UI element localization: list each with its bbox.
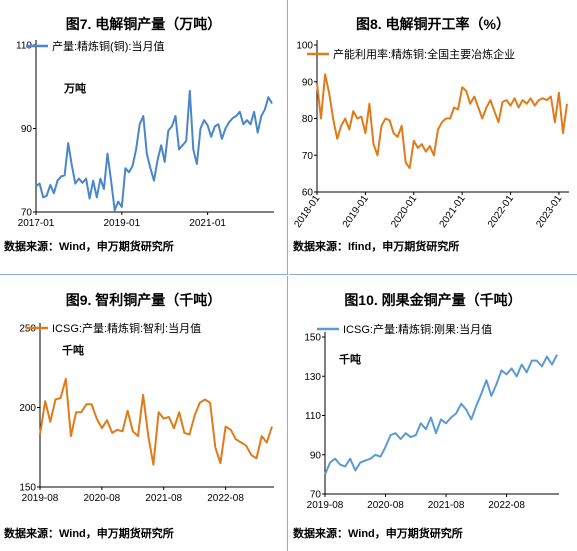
source-note: 数据来源：Wind，申万期货研究所 bbox=[4, 241, 174, 253]
source-note: 数据来源：Wind，申万期货研究所 bbox=[293, 528, 463, 540]
y-tick-label: 80 bbox=[302, 114, 314, 125]
x-tick-label: 2018-01 bbox=[292, 193, 322, 230]
chart-utilization-rate: 60 70 80 90 100 2018-01 2019-01 2020-01 2021-01 2… bbox=[292, 40, 569, 230]
x-tick-label: 2019-08 bbox=[22, 493, 59, 504]
x-tick-label: 2020-01 bbox=[389, 193, 419, 230]
chart-title: 图8. 电解铜开工率（%） bbox=[355, 16, 510, 32]
chart-panel-3: 图9. 智利铜产量（千吨） 1502002502019-082020-08202… bbox=[0, 276, 288, 551]
x-tick-label: 2020-08 bbox=[367, 500, 404, 511]
y-tick-label: 90 bbox=[302, 77, 314, 88]
legend-label: 产量:精炼铜(铜):当月值 bbox=[52, 39, 164, 53]
chart-drc-output: 70 90 110 130 150 2019-08 2020-08 2021-08 2022-0… bbox=[304, 322, 559, 511]
x-tick-label: 2017-01 bbox=[18, 218, 55, 229]
series-line bbox=[316, 73, 568, 170]
x-tick-label: 2022-01 bbox=[486, 193, 516, 230]
x-tick-label: 2022-08 bbox=[207, 493, 244, 504]
y-tick-label: 100 bbox=[296, 41, 313, 52]
y-tick-label: 130 bbox=[304, 372, 321, 383]
series-line bbox=[35, 89, 273, 212]
y-tick-label: 90 bbox=[21, 124, 33, 135]
x-tick-label: 2020-08 bbox=[84, 493, 121, 504]
x-tick-label: 2019-01 bbox=[341, 193, 371, 230]
x-tick-label: 2019-01 bbox=[103, 218, 140, 229]
y-tick-label: 150 bbox=[304, 333, 321, 344]
x-tick-label: 2021-08 bbox=[428, 500, 465, 511]
y-tick-label: 90 bbox=[310, 450, 322, 461]
x-tick-label: 2021-01 bbox=[438, 193, 468, 230]
y-tick-label: 70 bbox=[21, 208, 33, 219]
x-tick-label: 2021-08 bbox=[145, 493, 182, 504]
unit-label: 万吨 bbox=[63, 81, 86, 95]
y-tick-label: 70 bbox=[302, 151, 314, 162]
unit-label: 千吨 bbox=[339, 352, 361, 366]
source-note: 数据来源：Wind，申万期货研究所 bbox=[4, 528, 174, 540]
chart-panel-2: 图8. 电解铜开工率（%） 60 70 80 90 100 2018-01 2019-01 2… bbox=[289, 0, 577, 275]
chart-title: 图9. 智利铜产量（千吨） bbox=[65, 292, 222, 308]
chart-panel-1: 图7. 电解铜产量（万吨） 70 90 110 2017-01 2019-01 2021-… bbox=[0, 0, 288, 275]
chart-panel-4: 图10. 刚果金铜产量（千吨） 70 90 110 130 150 2019-08 2020… bbox=[289, 276, 577, 551]
chart-copper-output: 70 90 110 2017-01 2019-01 2021-01 产量:精炼铜(铜):当月… bbox=[16, 39, 274, 229]
legend-label: 产能利用率:精炼铜:全国主要冶炼企业 bbox=[333, 47, 515, 61]
series-line bbox=[324, 354, 558, 475]
y-tick-label: 70 bbox=[310, 490, 322, 501]
legend-label: ICSG:产量:精炼铜:智利:当月值 bbox=[52, 321, 201, 335]
y-tick-label: 150 bbox=[19, 483, 36, 494]
unit-label: 千吨 bbox=[62, 343, 84, 357]
y-tick-label: 60 bbox=[302, 188, 314, 199]
legend-label: ICSG:产量:精炼铜:刚果:当月值 bbox=[343, 322, 492, 336]
chart-chile-output: 1502002502019-082020-082021-082022-08ICS… bbox=[19, 321, 274, 504]
source-note: 数据来源：Ifind，申万期货研究所 bbox=[293, 241, 460, 253]
chart-title: 图10. 刚果金铜产量（千吨） bbox=[344, 292, 522, 308]
x-tick-label: 2023-01 bbox=[534, 193, 564, 230]
y-tick-label: 110 bbox=[305, 411, 321, 422]
y-tick-label: 200 bbox=[19, 403, 36, 414]
x-tick-label: 2021-01 bbox=[189, 218, 226, 229]
x-tick-label: 2022-08 bbox=[488, 500, 525, 511]
series-line bbox=[39, 377, 273, 466]
chart-title: 图7. 电解铜产量（万吨） bbox=[65, 16, 222, 32]
x-tick-label: 2019-08 bbox=[307, 500, 344, 511]
y-tick-label: 110 bbox=[16, 41, 32, 52]
